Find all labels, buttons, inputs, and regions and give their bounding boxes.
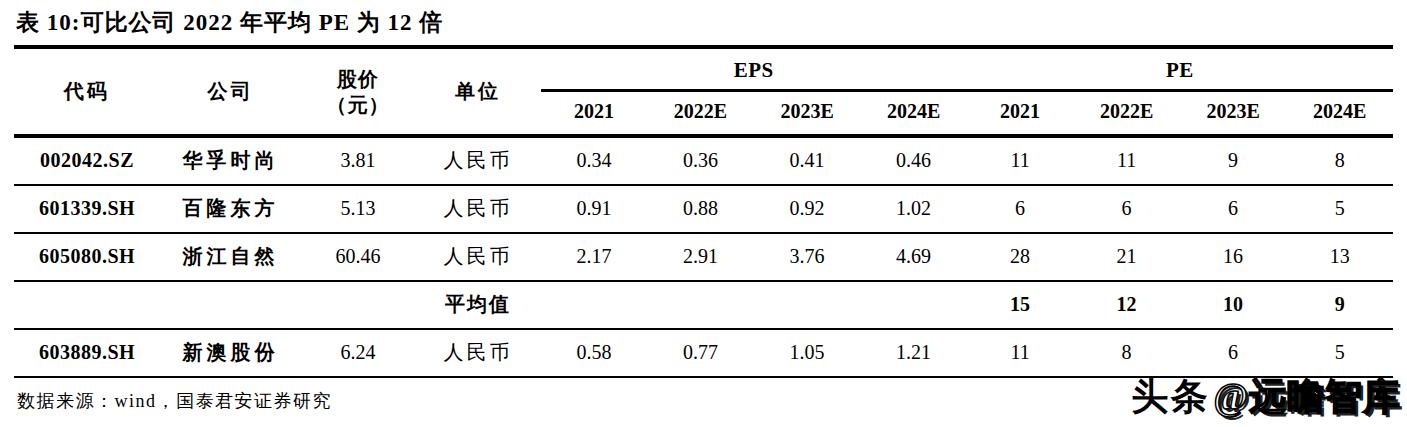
eps-year-2024e: 2024E [860, 91, 967, 137]
cell-eps-2023e: 1.05 [754, 329, 861, 377]
col-header-code: 代码 [14, 47, 160, 136]
cell-company: 新澳股份 [160, 329, 301, 377]
col-group-pe: PE [967, 47, 1393, 91]
average-label: 平均值 [415, 281, 540, 329]
cell-code: 002042.SZ [14, 136, 160, 185]
average-row: 平均值 15 12 10 9 [14, 281, 1393, 329]
cell-company: 百隆东方 [160, 185, 301, 233]
col-header-company: 公司 [160, 47, 301, 136]
price-label-line1: 股价 [301, 66, 415, 92]
cell-unit: 人民币 [415, 185, 540, 233]
header-row-groups: 代码 公司 股价 （元） 单位 EPS PE [14, 47, 1393, 91]
cell-pe-2021: 11 [967, 136, 1074, 185]
cell-eps-2022e: 0.77 [647, 329, 754, 377]
cell-eps-2023e: 0.41 [754, 136, 861, 185]
cell-eps-2023e: 0.92 [754, 185, 861, 233]
cell-pe-2024e: 8 [1286, 136, 1393, 185]
cell-empty [160, 281, 301, 329]
cell-code: 603889.SH [14, 329, 160, 377]
price-label-line2: （元） [301, 92, 415, 118]
eps-year-2022e: 2022E [647, 91, 754, 137]
cell-eps-2024e: 1.21 [860, 329, 967, 377]
pe-year-2022e: 2022E [1073, 91, 1180, 137]
cell-eps-2022e: 0.88 [647, 185, 754, 233]
comparable-companies-table: 代码 公司 股价 （元） 单位 EPS PE 2021 2022E 2023E … [14, 45, 1393, 378]
cell-code: 605080.SH [14, 233, 160, 281]
cell-eps-2023e: 3.76 [754, 233, 861, 281]
cell-empty [647, 281, 754, 329]
cell-pe-2023e: 16 [1180, 233, 1287, 281]
pe-year-2023e: 2023E [1180, 91, 1287, 137]
cell-eps-2021: 0.91 [541, 185, 648, 233]
cell-eps-2024e: 4.69 [860, 233, 967, 281]
cell-pe-2021: 11 [967, 329, 1074, 377]
cell-pe-2024e: 5 [1286, 185, 1393, 233]
table-row: 605080.SH 浙江自然 60.46 人民币 2.17 2.91 3.76 … [14, 233, 1393, 281]
cell-eps-2021: 0.58 [541, 329, 648, 377]
cell-empty [860, 281, 967, 329]
avg-pe-2023e: 10 [1180, 281, 1287, 329]
cell-empty [754, 281, 861, 329]
pe-year-2021: 2021 [967, 91, 1074, 137]
cell-pe-2021: 28 [967, 233, 1074, 281]
cell-company: 华孚时尚 [160, 136, 301, 185]
cell-pe-2022e: 11 [1073, 136, 1180, 185]
cell-eps-2022e: 0.36 [647, 136, 754, 185]
cell-empty [541, 281, 648, 329]
cell-eps-2022e: 2.91 [647, 233, 754, 281]
cell-unit: 人民币 [415, 233, 540, 281]
report-page: 表 10:可比公司 2022 年平均 PE 为 12 倍 代码 公司 股价 （元… [0, 0, 1407, 427]
cell-unit: 人民币 [415, 136, 540, 185]
cell-empty [14, 281, 160, 329]
col-header-price: 股价 （元） [301, 47, 415, 136]
cell-company: 浙江自然 [160, 233, 301, 281]
eps-year-2021: 2021 [541, 91, 648, 137]
col-header-unit: 单位 [415, 47, 540, 136]
cell-pe-2023e: 6 [1180, 185, 1287, 233]
cell-pe-2022e: 8 [1073, 329, 1180, 377]
cell-eps-2024e: 0.46 [860, 136, 967, 185]
avg-pe-2021: 15 [967, 281, 1074, 329]
cell-price: 3.81 [301, 136, 415, 185]
avg-pe-2024e: 9 [1286, 281, 1393, 329]
cell-price: 60.46 [301, 233, 415, 281]
cell-pe-2023e: 9 [1180, 136, 1287, 185]
table-row: 002042.SZ 华孚时尚 3.81 人民币 0.34 0.36 0.41 0… [14, 136, 1393, 185]
cell-eps-2021: 0.34 [541, 136, 648, 185]
col-group-eps: EPS [541, 47, 967, 91]
watermark: 头条@远瞻智库 [1132, 374, 1401, 427]
table-row: 601339.SH 百隆东方 5.13 人民币 0.91 0.88 0.92 1… [14, 185, 1393, 233]
cell-price: 6.24 [301, 329, 415, 377]
pe-year-2024e: 2024E [1286, 91, 1393, 137]
cell-empty [301, 281, 415, 329]
cell-pe-2022e: 21 [1073, 233, 1180, 281]
cell-unit: 人民币 [415, 329, 540, 377]
watermark-yuanzhan-handle: @远瞻智库 [1214, 376, 1401, 417]
cell-price: 5.13 [301, 185, 415, 233]
eps-year-2023e: 2023E [754, 91, 861, 137]
cell-eps-2024e: 1.02 [860, 185, 967, 233]
avg-pe-2022e: 12 [1073, 281, 1180, 329]
watermark-toutiao-logo: 头条 [1132, 376, 1210, 417]
cell-pe-2024e: 5 [1286, 329, 1393, 377]
cell-pe-2022e: 6 [1073, 185, 1180, 233]
table-title: 表 10:可比公司 2022 年平均 PE 为 12 倍 [16, 7, 1393, 38]
cell-pe-2024e: 13 [1286, 233, 1393, 281]
table-row: 603889.SH 新澳股份 6.24 人民币 0.58 0.77 1.05 1… [14, 329, 1393, 377]
cell-eps-2021: 2.17 [541, 233, 648, 281]
cell-code: 601339.SH [14, 185, 160, 233]
cell-pe-2021: 6 [967, 185, 1074, 233]
cell-pe-2023e: 6 [1180, 329, 1287, 377]
